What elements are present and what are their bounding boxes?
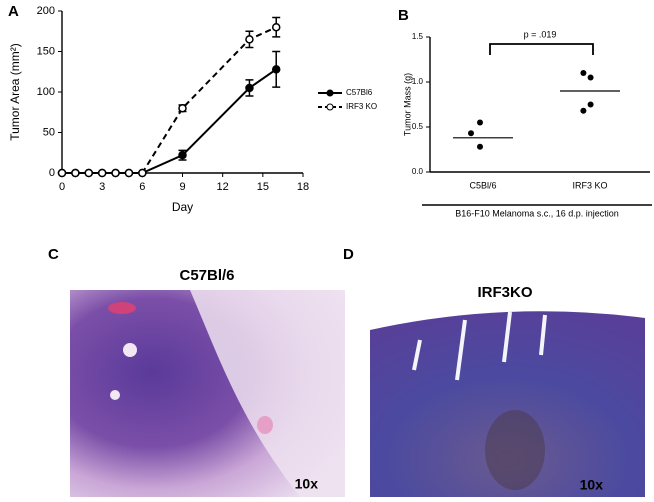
data-point [84, 168, 94, 178]
legend-label: C57Bl6 [346, 88, 373, 97]
data-point [71, 168, 80, 178]
legend-marker [326, 89, 334, 97]
histology-image [370, 311, 645, 497]
data-point [468, 130, 474, 137]
x-tick-label: IRF3 KO [572, 180, 607, 190]
y-tick-label: 0 [49, 167, 55, 179]
data-point [178, 150, 187, 160]
panel-label: C [48, 246, 59, 263]
data-point [138, 168, 147, 178]
y-axis-label: Tumor Mass (g) [402, 73, 412, 136]
x-tick-label: 15 [257, 181, 269, 193]
panel-label: D [343, 246, 354, 263]
x-tick-label: 12 [217, 181, 229, 193]
x-tick-label: 18 [297, 181, 309, 193]
data-point [245, 35, 254, 44]
legend-label: IRF3 KO [346, 102, 377, 111]
y-tick-label: 200 [37, 5, 55, 17]
significance-bracket [489, 43, 594, 55]
y-tick-label: 1.5 [412, 32, 424, 41]
histology-image [70, 290, 345, 497]
x-tick-label: 3 [99, 181, 105, 193]
panel-label: B [398, 7, 409, 24]
data-point [57, 168, 67, 178]
data-point [97, 168, 107, 178]
x-tick-label: 6 [139, 181, 145, 193]
y-tick-label: 1.0 [412, 77, 424, 86]
series-line [62, 68, 277, 174]
data-point [124, 168, 134, 178]
series-line [62, 26, 277, 174]
y-tick-label: 50 [43, 126, 55, 138]
data-point [271, 22, 281, 32]
x-axis-label: Day [172, 200, 193, 214]
data-point [580, 70, 587, 76]
panel-label: A [8, 3, 19, 20]
y-tick-label: 0.5 [412, 122, 424, 131]
image-title: IRF3KO [477, 284, 532, 301]
y-tick-label: 100 [37, 86, 55, 98]
y-tick-label: 150 [37, 45, 55, 57]
data-point [580, 107, 587, 114]
x-tick-label: C5Bl/6 [469, 180, 496, 190]
data-point [111, 168, 120, 178]
data-point [587, 101, 594, 108]
data-point [245, 83, 254, 93]
data-point [271, 65, 281, 74]
footnote: B16-F10 Melanoma s.c., 16 d.p. injection [455, 208, 619, 218]
y-tick-label: 0.0 [412, 167, 424, 176]
y-axis-label: Tumor Area (mm²) [8, 43, 22, 141]
data-point [178, 103, 187, 113]
x-tick-label: 0 [59, 181, 65, 193]
magnification: 10x [295, 476, 319, 492]
magnification: 10x [580, 477, 604, 493]
data-point [477, 143, 483, 150]
data-point [477, 119, 483, 126]
data-point [587, 74, 594, 81]
legend-marker [326, 103, 334, 111]
x-tick-label: 9 [179, 181, 185, 193]
annotation: p = .019 [524, 29, 557, 39]
image-title: C57Bl/6 [179, 267, 234, 284]
